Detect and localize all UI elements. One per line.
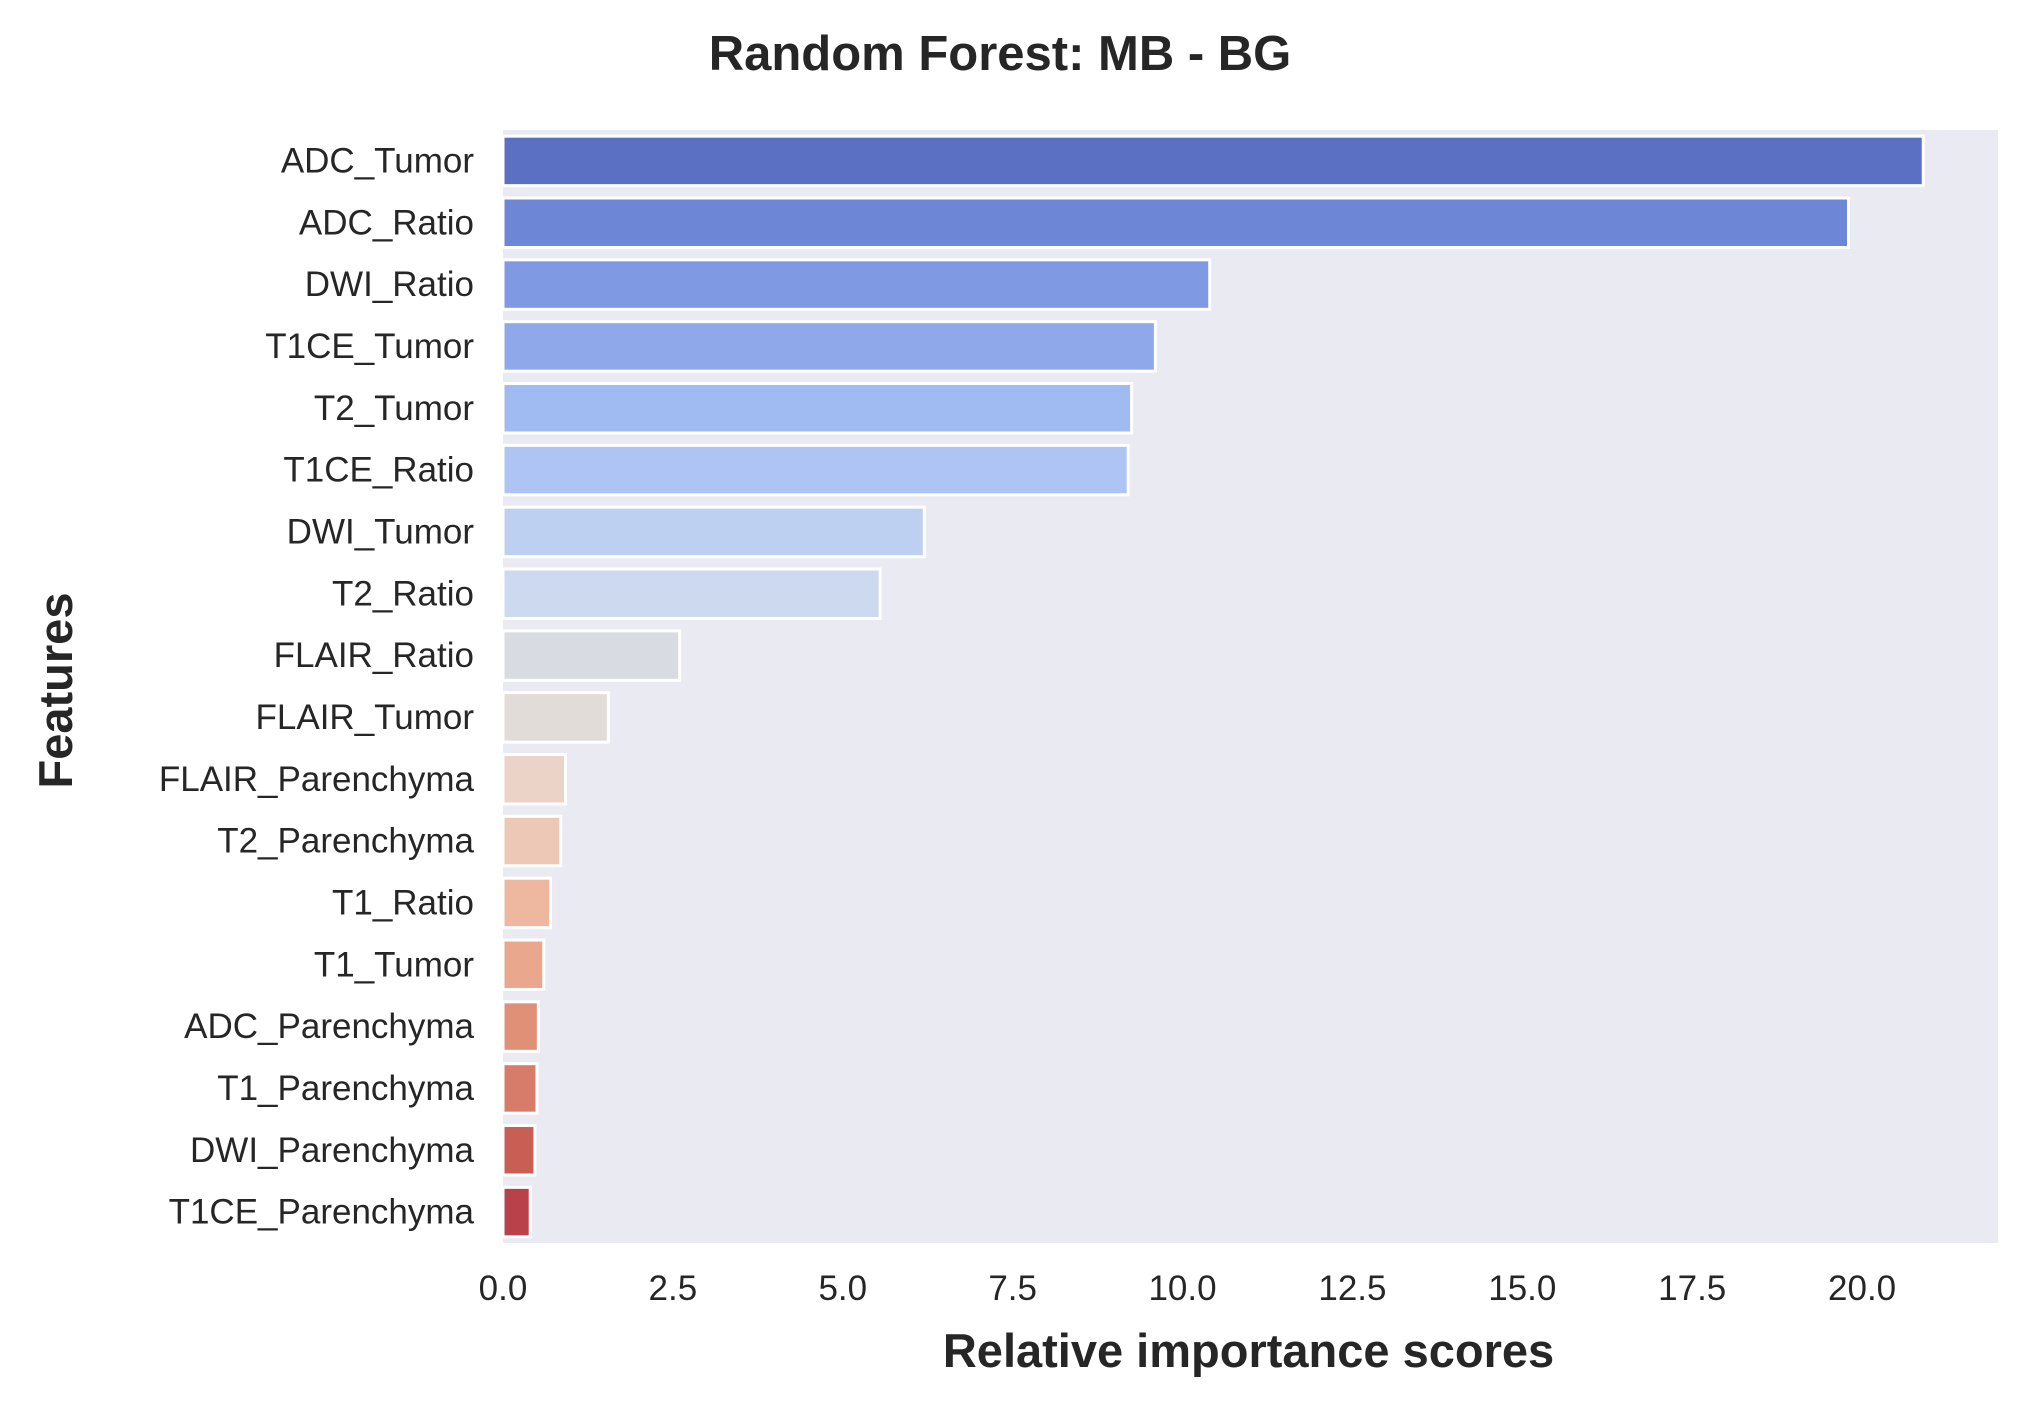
x-tick-label: 20.0 (1828, 1269, 1896, 1308)
bar-t1-parenchyma (501, 1062, 539, 1115)
bar-t1-ratio (501, 876, 553, 930)
bar-adc-tumor (501, 134, 1925, 188)
bar-dwi-tumor (501, 505, 926, 559)
y-tick-label: T1CE_Ratio (283, 451, 474, 490)
bar-flair-parenchyma (501, 753, 568, 806)
y-tick-label: T1_Ratio (332, 883, 474, 922)
y-tick-label: FLAIR_Tumor (256, 698, 475, 737)
y-tick-label: T2_Tumor (314, 389, 474, 428)
y-axis-label: Features (29, 593, 82, 789)
x-tick-label: 2.5 (649, 1269, 698, 1308)
bar-t2-parenchyma (501, 814, 563, 868)
bar-adc-parenchyma (501, 1000, 540, 1053)
bar-flair-tumor (501, 691, 610, 744)
y-tick-label: ADC_Tumor (281, 141, 475, 180)
y-tick-label: T2_Ratio (332, 574, 474, 613)
y-tick-label: FLAIR_Ratio (274, 636, 474, 675)
y-tick-label: ADC_Ratio (299, 203, 474, 242)
bar-t1ce-tumor (501, 320, 1157, 373)
x-tick-label: 10.0 (1148, 1269, 1216, 1308)
bar-t1-tumor (501, 938, 546, 991)
chart-title: Random Forest: MB - BG (709, 27, 1292, 81)
y-tick-labels: ADC_Tumor ADC_Ratio DWI_Ratio T1CE_Tumor T2_… (159, 141, 475, 1231)
bar-t1ce-parenchyma (501, 1185, 532, 1239)
bar-t2-tumor (501, 382, 1134, 435)
x-tick-labels: 0.0 2.5 5.0 7.5 10.0 12.5 15.0 17.5 20.0 (479, 1269, 1896, 1308)
y-tick-label: DWI_Tumor (287, 512, 475, 551)
x-tick-label: 12.5 (1318, 1269, 1386, 1308)
bars-group (501, 134, 1925, 1239)
y-tick-label: ADC_Parenchyma (184, 1007, 474, 1046)
bar-adc-ratio (501, 196, 1850, 249)
bar-t2-ratio (501, 567, 882, 620)
bar-dwi-parenchyma (501, 1124, 537, 1177)
y-tick-label: DWI_Ratio (305, 265, 474, 304)
bar-dwi-ratio (501, 258, 1212, 311)
bar-flair-ratio (501, 629, 682, 682)
y-tick-label: T1CE_Parenchyma (169, 1193, 475, 1232)
bar-t1ce-ratio (501, 443, 1130, 497)
x-axis-label: Relative importance scores (943, 1324, 1554, 1377)
y-tick-label: DWI_Parenchyma (190, 1131, 475, 1170)
x-tick-label: 7.5 (988, 1269, 1037, 1308)
plot-area (503, 130, 1998, 1243)
y-tick-label: T2_Parenchyma (217, 822, 474, 861)
x-tick-label: 15.0 (1488, 1269, 1556, 1308)
y-tick-label: FLAIR_Parenchyma (159, 760, 475, 799)
y-tick-label: T1_Tumor (314, 945, 474, 984)
x-tick-label: 17.5 (1658, 1269, 1726, 1308)
y-tick-label: T1CE_Tumor (265, 327, 474, 366)
y-tick-label: T1_Parenchyma (217, 1069, 474, 1108)
x-tick-label: 0.0 (479, 1269, 528, 1308)
x-tick-label: 5.0 (818, 1269, 867, 1308)
